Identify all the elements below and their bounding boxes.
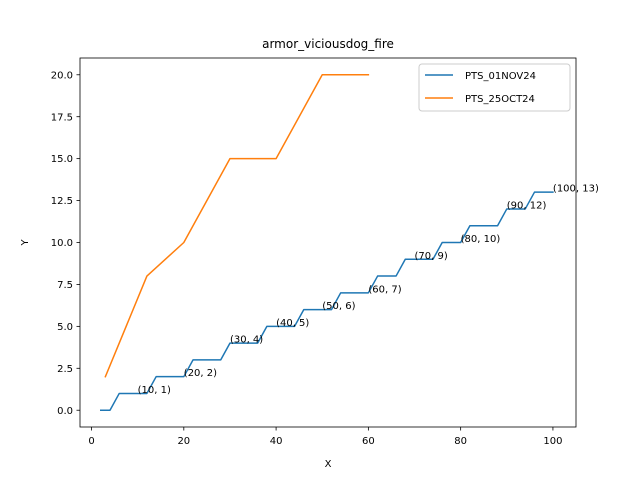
x-tick-label: 40 [270,436,283,447]
y-tick-label: 17.5 [51,112,73,123]
series-layer [100,74,554,411]
x-axis: 0 20 40 60 80 100 [88,427,562,447]
series-line-1 [104,74,370,378]
legend-label: PTS_25OCT24 [465,94,535,105]
data-label: (70, 9) [415,251,448,262]
legend: PTS_01NOV24 PTS_25OCT24 [418,63,571,112]
data-label: (40, 5) [276,318,309,329]
legend-label: PTS_01NOV24 [465,71,536,82]
y-axis: 0.0 2.5 5.0 7.5 10.0 12.5 15.0 17.5 20.0 [51,70,80,417]
y-tick-label: 12.5 [51,196,73,207]
data-label: (10, 1) [138,385,171,396]
data-label: (30, 4) [230,335,263,346]
y-tick-label: 7.5 [57,280,73,291]
x-tick-label: 100 [543,436,562,447]
x-axis-label: X [325,459,332,470]
x-tick-label: 20 [177,436,190,447]
chart-title: armor_viciousdog_fire [262,37,394,51]
series-line-0 [100,191,554,411]
x-tick-label: 0 [88,436,94,447]
legend-frame [418,63,571,112]
data-label: (60, 7) [368,284,401,295]
y-tick-label: 5.0 [57,322,73,333]
y-tick-label: 10.0 [51,238,73,249]
x-tick-label: 80 [454,436,467,447]
x-tick-label: 60 [362,436,375,447]
y-tick-label: 20.0 [51,70,73,81]
y-axis-label: Y [20,239,31,247]
data-label: (20, 2) [184,368,217,379]
data-label: (50, 6) [322,301,355,312]
y-tick-label: 15.0 [51,154,73,165]
data-label: (90, 12) [507,200,547,211]
plot-area [80,58,576,427]
y-tick-label: 2.5 [57,364,73,375]
y-tick-label: 0.0 [57,406,73,417]
data-label: (80, 10) [461,234,501,245]
